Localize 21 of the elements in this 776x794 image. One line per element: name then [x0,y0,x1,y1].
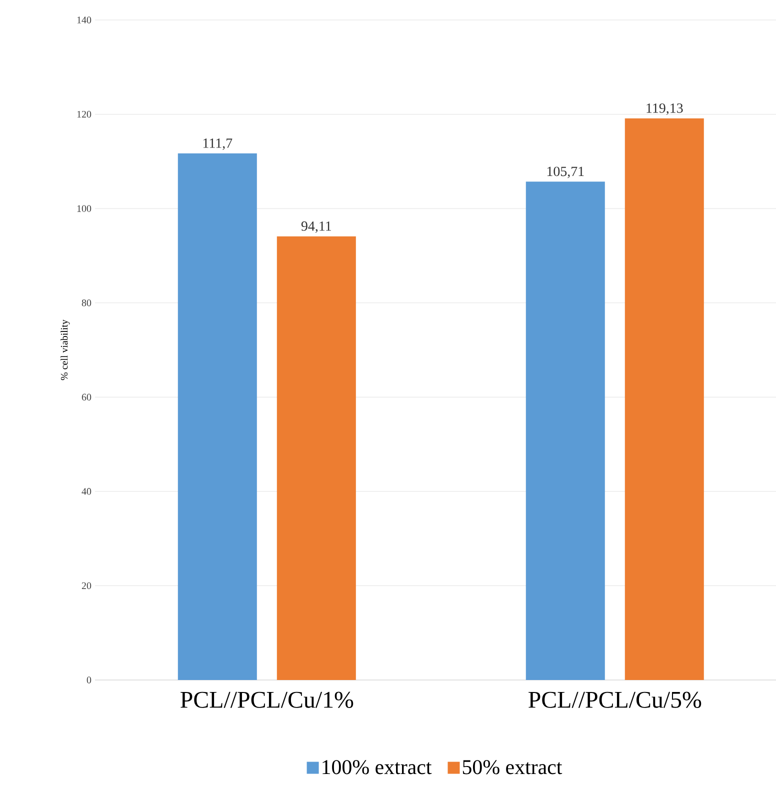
y-axis-title: % cell viability [60,320,70,380]
x-tick-label: PCL//PCL/Cu/5% [528,692,702,708]
data-label: 94,11 [301,221,331,233]
y-tick-label: 140 [77,16,92,24]
x-tick-label: PCL//PCL/Cu/1% [180,692,354,708]
data-label: 105,71 [547,166,584,178]
y-tick-label: 120 [77,110,92,118]
y-tick-label: 0 [86,676,92,684]
bar [178,153,257,680]
data-label: 119,13 [646,103,683,115]
legend-label: 50% extract [462,760,562,774]
bar [276,236,356,680]
y-tick-label: 60 [82,394,92,400]
bar [624,118,704,680]
bar [526,182,605,680]
y-tick-label: 40 [82,488,92,495]
y-tick-label: 20 [82,582,92,590]
y-tick-label: 80 [82,299,92,306]
data-label: 111,7 [203,138,232,150]
legend-label: 100% extract [322,760,432,774]
y-tick-label: 100 [77,205,92,212]
